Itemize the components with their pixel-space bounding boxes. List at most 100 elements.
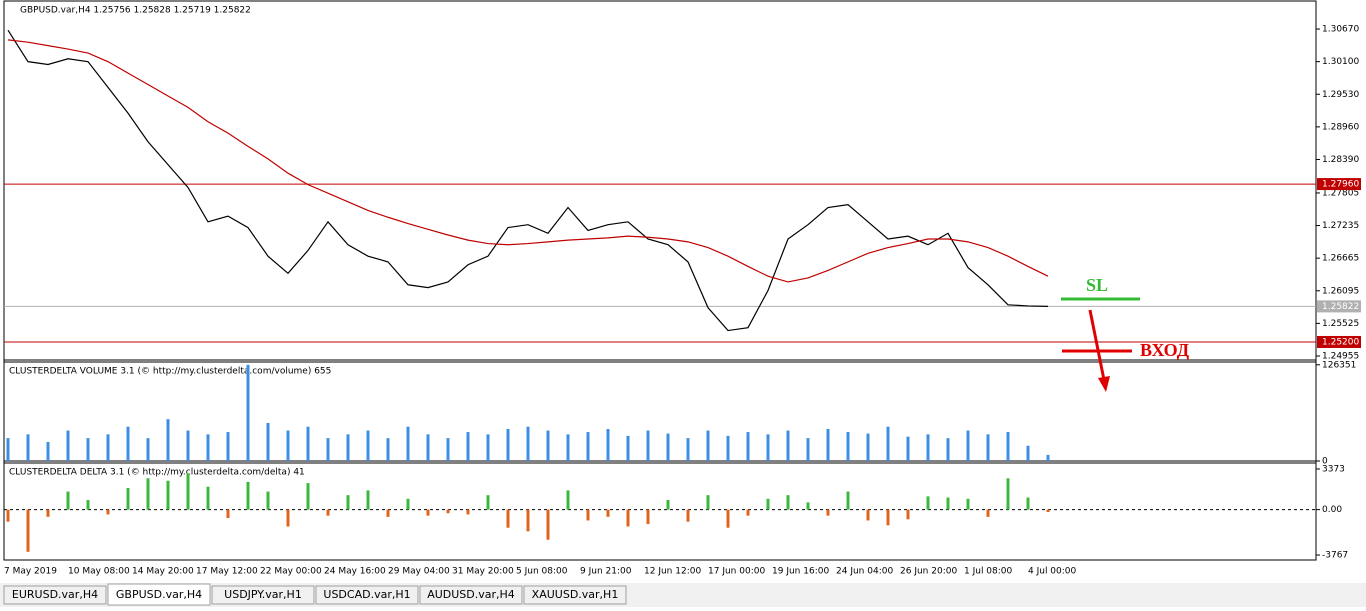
bar [586, 432, 590, 461]
y-tick-label: 1.28960 [1322, 122, 1359, 132]
x-tick-label: 17 Jun 00:00 [708, 567, 765, 577]
bar [506, 509, 510, 528]
bar [326, 509, 330, 516]
price-line [7, 29, 1049, 332]
y-tick-label: 1.30100 [1322, 57, 1359, 67]
bar [486, 495, 490, 510]
bar [626, 509, 630, 527]
tab[interactable] [107, 583, 211, 606]
annotation: SL [1086, 275, 1108, 295]
bar [366, 490, 370, 510]
price-label-box [1317, 300, 1361, 313]
bar [26, 434, 30, 461]
bar [406, 426, 410, 461]
bar [446, 438, 450, 461]
bar [86, 499, 90, 510]
bar [426, 509, 430, 516]
x-tick-label: 24 May 16:00 [324, 567, 386, 577]
bar [566, 434, 570, 461]
bar [126, 426, 130, 461]
bar [726, 435, 730, 461]
bar [6, 438, 10, 461]
tab-label[interactable]: AUDUSD.var,H4 [427, 588, 515, 601]
bar [346, 495, 350, 510]
bar [846, 432, 850, 461]
x-tick-label: 10 May 08:00 [68, 567, 130, 577]
tab-label[interactable]: EURUSD.var,H4 [12, 588, 98, 601]
bar [446, 509, 450, 514]
bar [366, 430, 370, 461]
bar [66, 491, 70, 510]
tab[interactable] [419, 585, 523, 605]
bar [986, 509, 990, 517]
price-label: 1.25200 [1322, 337, 1359, 347]
x-tick-label: 5 Jun 08:00 [516, 567, 568, 577]
y-tick-label: 1.28390 [1322, 155, 1359, 165]
bar [926, 496, 930, 510]
bar [226, 509, 230, 519]
bar [206, 486, 210, 510]
bar [466, 509, 470, 515]
bar [46, 441, 50, 461]
bar [806, 438, 810, 461]
y-tick-label: 1.27235 [1322, 221, 1359, 231]
tab[interactable] [523, 585, 627, 605]
bar [66, 430, 70, 461]
x-tick-label: 19 Jun 16:00 [772, 567, 829, 577]
bar [546, 509, 550, 540]
bar [866, 433, 870, 461]
bar [1006, 432, 1010, 461]
bar [266, 422, 270, 461]
y-tick-label: 0.00 [1322, 505, 1342, 515]
bar [286, 509, 290, 527]
y-tick-label: 1.25525 [1322, 319, 1359, 329]
tab-label[interactable]: GBPUSD.var,H4 [116, 588, 202, 601]
bar [746, 509, 750, 516]
bar [966, 430, 970, 461]
tab[interactable] [315, 585, 419, 605]
bar [246, 364, 250, 461]
y-tick-label: 126351 [1322, 360, 1356, 370]
bar [126, 487, 130, 510]
bar [886, 509, 890, 526]
x-tick-label: 22 May 00:00 [260, 567, 322, 577]
bar [826, 429, 830, 461]
annotation: ВХОД [1140, 340, 1190, 360]
bar [326, 438, 330, 461]
bar [946, 438, 950, 461]
bar [726, 509, 730, 528]
tab[interactable] [211, 585, 315, 605]
bar [686, 438, 690, 461]
y-tick-label: 1.29530 [1322, 90, 1359, 100]
tab-label[interactable]: XAUUSD.var,H1 [532, 588, 619, 601]
bar [466, 432, 470, 461]
x-tick-label: 29 May 04:00 [388, 567, 450, 577]
bar [1006, 478, 1010, 510]
tab-label[interactable]: USDJPY.var,H1 [224, 588, 302, 601]
bar [246, 481, 250, 510]
x-tick-label: 12 Jun 12:00 [644, 567, 701, 577]
price-label: 1.25822 [1322, 302, 1359, 312]
tab[interactable] [3, 585, 107, 605]
bar [926, 434, 930, 461]
bar [646, 430, 650, 461]
x-tick-label: 1 Jul 08:00 [964, 567, 1013, 577]
pane-title: GBPUSD.var,H4 1.25756 1.25828 1.25719 1.… [20, 6, 251, 16]
bar [106, 434, 110, 461]
x-tick-label: 7 May 2019 [4, 567, 57, 577]
bar [146, 438, 150, 461]
bar [486, 434, 490, 461]
y-tick-label: 1.24955 [1322, 351, 1359, 361]
bar [866, 509, 870, 521]
moving-average [7, 39, 1049, 283]
bar [646, 509, 650, 525]
bar [526, 426, 530, 461]
tab-label[interactable]: USDCAD.var,H1 [323, 588, 410, 601]
bar [786, 430, 790, 461]
bar [706, 495, 710, 510]
price-label-box [1317, 178, 1361, 191]
y-tick-label: 1.26095 [1322, 286, 1359, 296]
bar [1046, 509, 1050, 513]
